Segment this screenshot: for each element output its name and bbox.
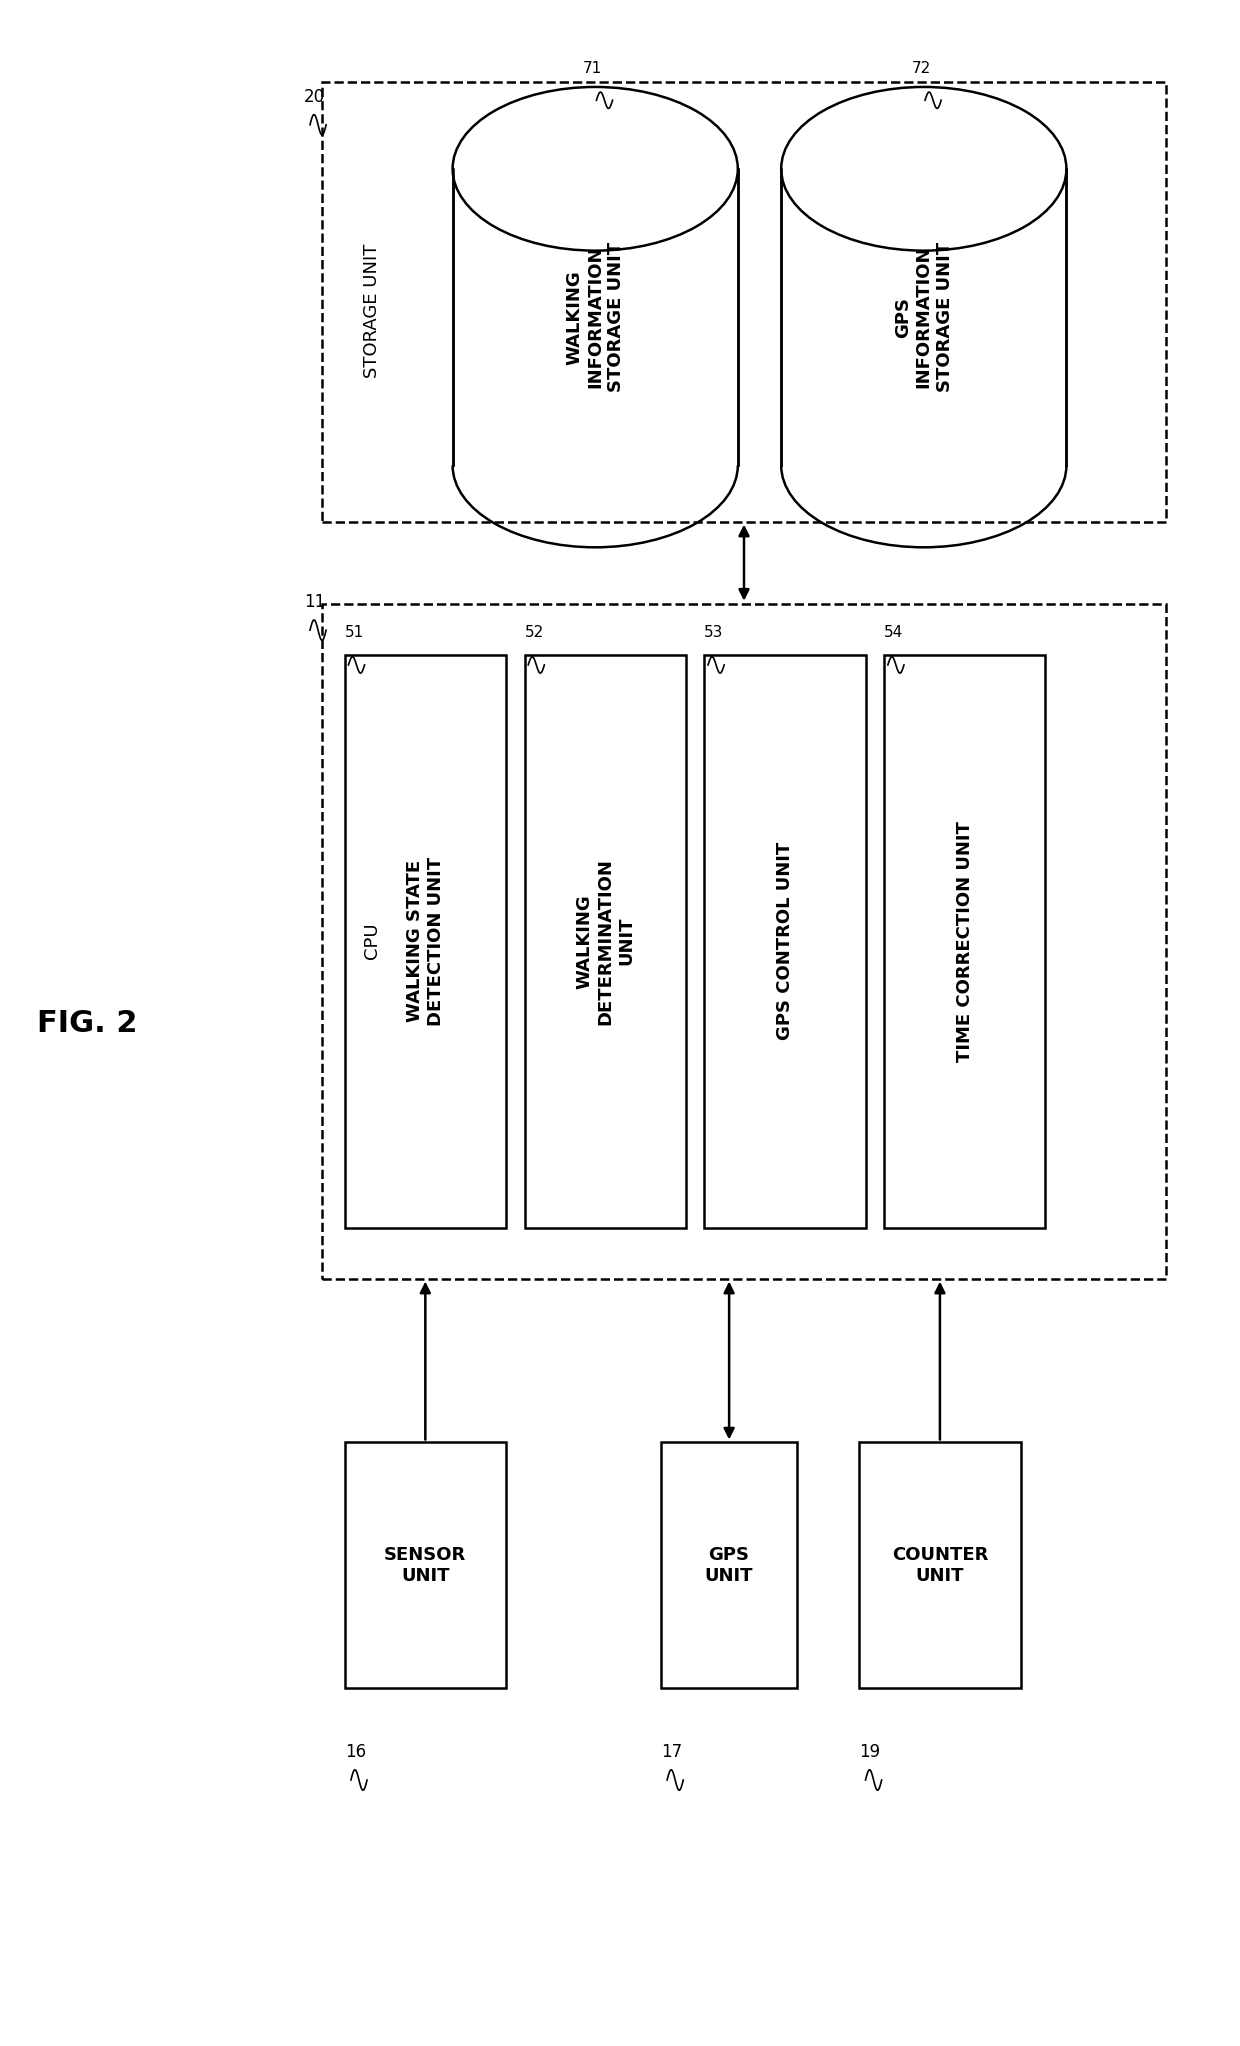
- Bar: [453, 170, 738, 466]
- Text: 72: 72: [911, 61, 931, 76]
- Text: 16: 16: [345, 1743, 366, 1762]
- Ellipse shape: [781, 88, 1066, 252]
- Bar: [322, 604, 1166, 1279]
- Text: WALKING
DETERMINATION
UNIT: WALKING DETERMINATION UNIT: [575, 857, 635, 1025]
- Text: FIG. 2: FIG. 2: [36, 1009, 138, 1037]
- Bar: [884, 655, 1045, 1228]
- Text: 52: 52: [525, 626, 544, 640]
- Text: 19: 19: [859, 1743, 880, 1762]
- Bar: [704, 655, 866, 1228]
- Text: WALKING
INFORMATION
STORAGE UNIT: WALKING INFORMATION STORAGE UNIT: [565, 241, 625, 393]
- Text: COUNTER
UNIT: COUNTER UNIT: [892, 1547, 988, 1584]
- Text: 54: 54: [884, 626, 904, 640]
- Text: 20: 20: [304, 88, 325, 106]
- Bar: [322, 82, 1166, 522]
- Text: 51: 51: [345, 626, 365, 640]
- Bar: [345, 655, 506, 1228]
- Text: 53: 53: [704, 626, 724, 640]
- Text: SENSOR
UNIT: SENSOR UNIT: [384, 1547, 466, 1584]
- Text: CPU: CPU: [363, 923, 381, 960]
- Bar: [859, 1442, 1021, 1688]
- Text: 71: 71: [583, 61, 603, 76]
- Text: STORAGE UNIT: STORAGE UNIT: [363, 243, 381, 379]
- Bar: [781, 170, 1066, 466]
- Ellipse shape: [453, 88, 738, 252]
- Bar: [525, 655, 686, 1228]
- Text: WALKING STATE
DETECTION UNIT: WALKING STATE DETECTION UNIT: [405, 857, 445, 1025]
- Text: TIME CORRECTION UNIT: TIME CORRECTION UNIT: [956, 820, 973, 1062]
- Text: GPS CONTROL UNIT: GPS CONTROL UNIT: [776, 843, 794, 1039]
- Text: GPS
UNIT: GPS UNIT: [704, 1547, 754, 1584]
- Bar: [661, 1442, 797, 1688]
- Text: GPS
INFORMATION
STORAGE UNIT: GPS INFORMATION STORAGE UNIT: [894, 241, 954, 393]
- Text: 17: 17: [661, 1743, 682, 1762]
- Bar: [345, 1442, 506, 1688]
- Text: 11: 11: [304, 593, 325, 612]
